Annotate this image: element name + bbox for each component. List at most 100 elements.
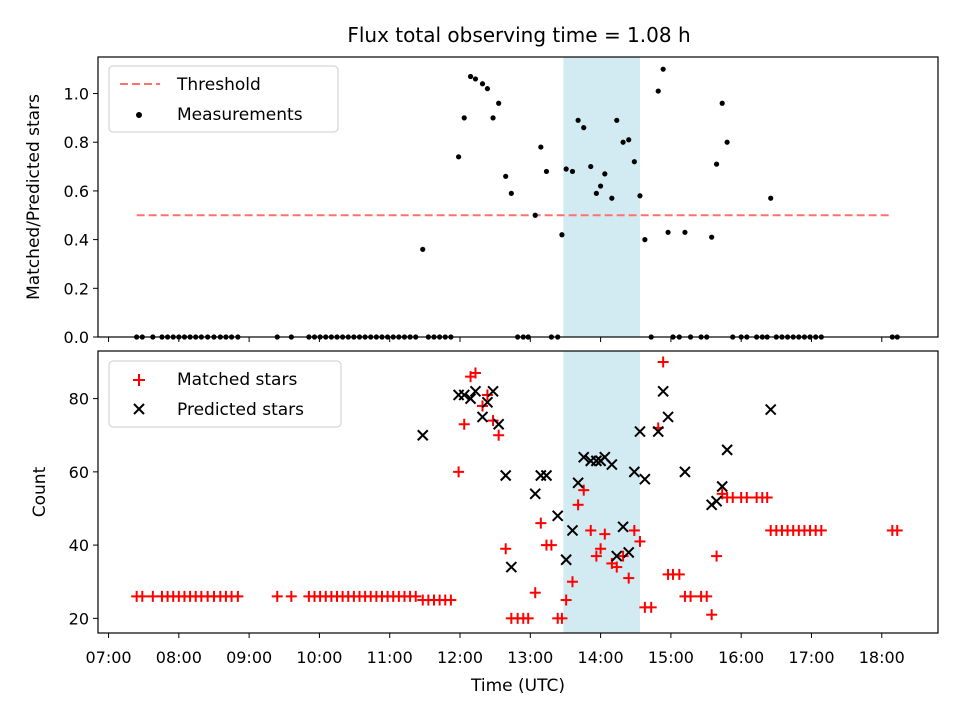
measurement-point — [602, 171, 608, 177]
x-tick-label: 09:00 — [226, 648, 272, 667]
measurement-point — [496, 100, 502, 106]
predicted-star-point — [529, 488, 541, 500]
predicted-star-point — [628, 466, 641, 478]
measurement-point — [614, 117, 620, 123]
matched-star-point — [469, 367, 481, 379]
matched-star-point — [136, 590, 148, 602]
matched-star-point — [493, 429, 505, 441]
predicted-star-point — [623, 546, 635, 559]
matched-star-point — [706, 609, 718, 621]
measurement-point — [575, 117, 581, 123]
matched-star-point — [685, 590, 697, 602]
matched-star-point — [232, 590, 244, 602]
measurement-point — [665, 229, 671, 235]
measurement-point — [593, 190, 599, 196]
x-tick-label: 15:00 — [648, 648, 694, 667]
predicted-star-point — [617, 521, 629, 533]
matched-star-point — [741, 491, 753, 503]
top-legend: Threshold Measurements — [108, 65, 339, 133]
y-tick-label: 0.0 — [64, 328, 89, 347]
predicted-star-point — [540, 469, 553, 482]
y-tick-label: 40 — [69, 536, 89, 555]
matched-star-point — [566, 576, 578, 588]
predicted-star-point — [657, 385, 669, 397]
measurement-point — [713, 161, 720, 167]
measurement-point — [626, 137, 632, 143]
predicted-star-point — [417, 429, 429, 441]
y-tick-label: 60 — [69, 463, 89, 482]
predicted-star-point — [764, 403, 777, 416]
measurement-point — [420, 246, 426, 252]
matched-star-point — [487, 415, 499, 427]
matched-star-point — [628, 524, 640, 536]
matched-star-point — [522, 612, 534, 624]
x-tick-label: 17:00 — [788, 648, 834, 667]
x-tick-label: 16:00 — [718, 648, 764, 667]
matched-star-point — [657, 356, 669, 368]
measurement-points — [134, 66, 900, 340]
measurement-point — [631, 159, 637, 165]
predicted-stars-points — [417, 385, 777, 573]
predicted-star-point — [662, 411, 674, 423]
matched-star-point — [711, 550, 723, 562]
x-tick-label: 11:00 — [367, 648, 413, 667]
measurement-point — [642, 237, 648, 243]
measurement-point — [569, 168, 576, 175]
matched-star-point — [535, 517, 547, 529]
bottom-shaded-span — [563, 351, 640, 633]
predicted-star-point — [606, 458, 618, 471]
measurement-point — [484, 86, 491, 92]
x-tick-label: 18:00 — [859, 648, 905, 667]
predicted-star-point — [721, 444, 733, 456]
measurement-point — [655, 88, 661, 94]
x-axis-label: Time (UTC) — [470, 676, 565, 696]
matched-star-point — [572, 499, 584, 511]
predicted-star-point — [578, 451, 590, 463]
predicted-star-point — [481, 396, 494, 408]
measurement-point — [768, 195, 774, 201]
measurement-point — [479, 81, 486, 87]
predicted-star-point — [499, 469, 512, 482]
y-tick-label: 0.4 — [64, 231, 89, 250]
predicted-star-point — [505, 561, 518, 573]
matched-star-point — [578, 484, 590, 496]
top-y-axis-label: Matched/Predicted stars — [24, 94, 44, 300]
measurement-point — [559, 232, 565, 238]
matched-star-point — [585, 524, 597, 536]
matched-star-point — [623, 572, 635, 584]
matched-star-point — [545, 539, 557, 551]
y-tick-label: 80 — [69, 390, 89, 409]
top-shaded-span — [563, 57, 640, 337]
bottom-axes-frame — [97, 350, 939, 634]
x-tick-label: 07:00 — [85, 648, 131, 667]
predicted-star-point — [572, 477, 584, 489]
chart-title: Flux total observing time = 1.08 h — [347, 23, 690, 47]
matched-star-point — [611, 561, 623, 573]
matched-star-point — [673, 568, 685, 580]
measurement-point — [563, 166, 569, 172]
matched-star-point — [410, 590, 422, 602]
predicted-star-point — [458, 389, 470, 401]
predicted-star-point — [634, 425, 646, 438]
x-tick-label: 14:00 — [578, 648, 624, 667]
matched-star-point — [617, 550, 629, 562]
predicted-star-point — [487, 385, 499, 397]
predicted-star-point — [639, 473, 651, 485]
predicted-star-point — [652, 425, 664, 438]
matched-star-point — [271, 590, 283, 602]
bottom-y-axis: 20 40 60 80 — [69, 390, 98, 628]
matched-star-point — [645, 601, 657, 613]
predicted-star-point — [469, 385, 482, 397]
predicted-star-point — [566, 524, 579, 537]
bottom-legend: Matched stars Predicted stars — [108, 360, 342, 428]
predicted-star-point — [590, 455, 603, 467]
measurement-point — [581, 125, 587, 131]
threshold-legend-label: Threshold — [176, 75, 261, 95]
matched-star-point — [500, 543, 512, 555]
matched-star-point — [891, 524, 903, 536]
x-tick-label: 12:00 — [437, 648, 483, 667]
measurement-point — [597, 183, 604, 189]
measurements-legend-swatch — [136, 112, 142, 118]
matched-star-point — [595, 543, 607, 555]
